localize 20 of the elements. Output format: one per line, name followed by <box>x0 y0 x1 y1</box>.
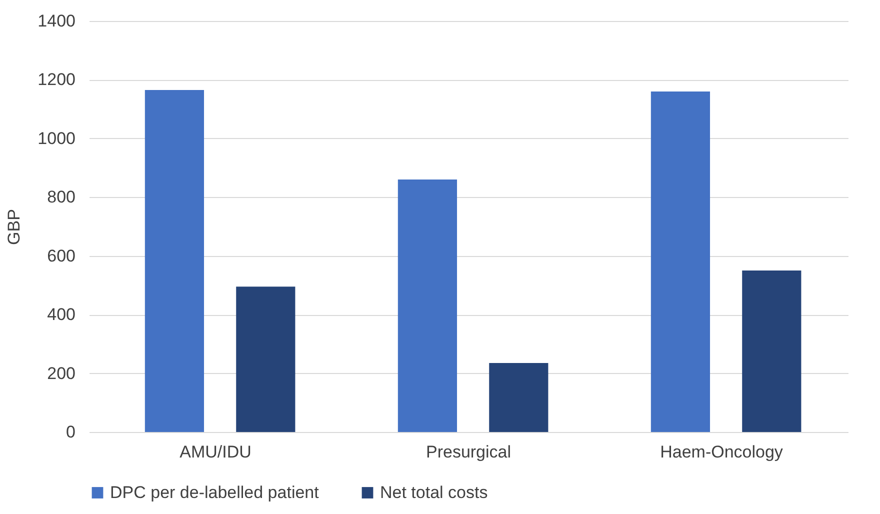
bar <box>398 180 458 432</box>
y-tick-label: 1400 <box>38 12 76 30</box>
bar <box>650 91 710 432</box>
bar <box>144 90 204 432</box>
y-tick-label: 600 <box>47 246 76 266</box>
y-tick-label: 200 <box>47 364 76 383</box>
y-tick-label: 400 <box>47 305 76 324</box>
bar <box>742 270 802 432</box>
x-tick-label: Presurgical <box>426 442 512 462</box>
x-tick-label: Haem-Oncology <box>660 442 784 462</box>
y-axis-title: GBP <box>4 209 24 245</box>
y-tick-label: 1000 <box>38 128 76 148</box>
bar <box>489 363 548 432</box>
y-tick-label: 1200 <box>38 70 76 90</box>
legend-label: DPC per de-labelled patient <box>110 482 320 502</box>
bar <box>236 286 296 432</box>
legend-label: Net total costs <box>380 482 488 502</box>
x-tick-label: AMU/IDU <box>180 442 252 462</box>
y-tick-label: 800 <box>47 188 76 207</box>
y-tick-label: 0 <box>66 422 76 442</box>
